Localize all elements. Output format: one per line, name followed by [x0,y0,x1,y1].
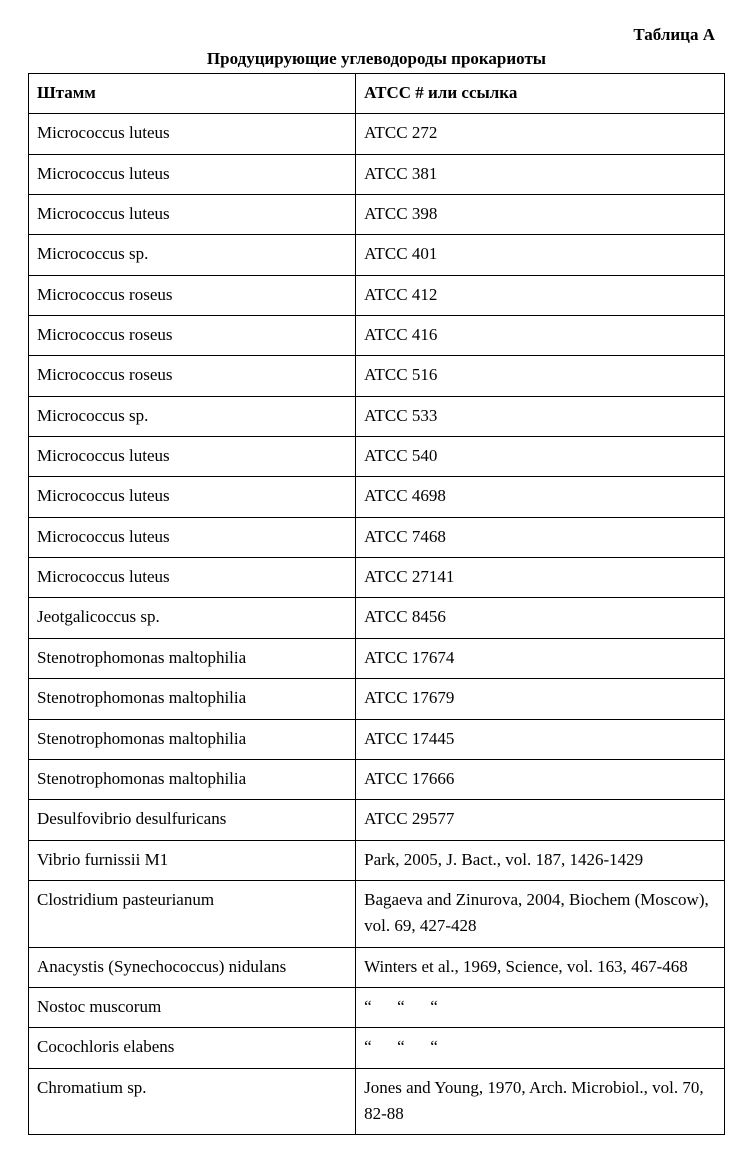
cell-strain: Clostridium pasteurianum [29,880,356,947]
cell-strain: Micrococcus luteus [29,114,356,154]
cell-strain: Chromatium sp. [29,1068,356,1135]
table-label: Таблица A [28,25,725,45]
cell-strain: Micrococcus roseus [29,356,356,396]
cell-strain: Jeotgalicoccus sp. [29,598,356,638]
table-row: Micrococcus luteusATCC 4698 [29,477,725,517]
table-row: Chromatium sp.Jones and Young, 1970, Arc… [29,1068,725,1135]
table-row: Cocochloris elabens“ “ “ [29,1028,725,1068]
table-caption: Продуцирующие углеводороды прокариоты [28,49,725,69]
cell-atcc: Winters et al., 1969, Science, vol. 163,… [356,947,725,987]
cell-atcc: ATCC 17674 [356,638,725,678]
table-row: Desulfovibrio desulfuricansATCC 29577 [29,800,725,840]
prokaryotes-table: Штамм ATCC # или ссылка Micrococcus lute… [28,73,725,1135]
col-header-strain: Штамм [29,74,356,114]
cell-strain: Micrococcus roseus [29,275,356,315]
cell-strain: Vibrio furnissii M1 [29,840,356,880]
cell-strain: Stenotrophomonas maltophilia [29,679,356,719]
cell-strain: Stenotrophomonas maltophilia [29,759,356,799]
table-row: Micrococcus luteusATCC 272 [29,114,725,154]
table-row: Micrococcus sp.ATCC 533 [29,396,725,436]
table-header-row: Штамм ATCC # или ссылка [29,74,725,114]
table-row: Micrococcus luteusATCC 7468 [29,517,725,557]
table-row: Stenotrophomonas maltophiliaATCC 17679 [29,679,725,719]
cell-atcc: ATCC 17679 [356,679,725,719]
cell-atcc: “ “ “ [356,987,725,1027]
cell-atcc: ATCC 29577 [356,800,725,840]
cell-atcc: ATCC 27141 [356,558,725,598]
cell-atcc: ATCC 540 [356,437,725,477]
cell-atcc: ATCC 516 [356,356,725,396]
table-row: Stenotrophomonas maltophiliaATCC 17666 [29,759,725,799]
cell-strain: Micrococcus sp. [29,235,356,275]
table-row: Micrococcus luteusATCC 381 [29,154,725,194]
cell-atcc: ATCC 7468 [356,517,725,557]
cell-strain: Micrococcus sp. [29,396,356,436]
cell-atcc: ATCC 416 [356,316,725,356]
table-row: Micrococcus luteusATCC 27141 [29,558,725,598]
cell-strain: Nostoc muscorum [29,987,356,1027]
cell-strain: Micrococcus luteus [29,558,356,598]
cell-atcc: ATCC 401 [356,235,725,275]
cell-atcc: ATCC 272 [356,114,725,154]
cell-atcc: ATCC 398 [356,195,725,235]
cell-strain: Micrococcus roseus [29,316,356,356]
table-row: Micrococcus roseusATCC 416 [29,316,725,356]
cell-strain: Micrococcus luteus [29,195,356,235]
cell-strain: Desulfovibrio desulfuricans [29,800,356,840]
cell-atcc: Park, 2005, J. Bact., vol. 187, 1426-142… [356,840,725,880]
table-row: Jeotgalicoccus sp.ATCC 8456 [29,598,725,638]
cell-strain: Cocochloris elabens [29,1028,356,1068]
cell-atcc: “ “ “ [356,1028,725,1068]
table-row: Micrococcus luteusATCC 540 [29,437,725,477]
cell-atcc: ATCC 4698 [356,477,725,517]
cell-atcc: Bagaeva and Zinurova, 2004, Biochem (Mos… [356,880,725,947]
table-row: Anacystis (Synechococcus) nidulansWinter… [29,947,725,987]
cell-strain: Micrococcus luteus [29,437,356,477]
col-header-atcc: ATCC # или ссылка [356,74,725,114]
cell-atcc: ATCC 412 [356,275,725,315]
cell-strain: Micrococcus luteus [29,517,356,557]
table-row: Micrococcus roseusATCC 516 [29,356,725,396]
cell-atcc: ATCC 381 [356,154,725,194]
table-row: Micrococcus roseusATCC 412 [29,275,725,315]
cell-atcc: ATCC 8456 [356,598,725,638]
table-row: Stenotrophomonas maltophiliaATCC 17674 [29,638,725,678]
cell-strain: Micrococcus luteus [29,477,356,517]
cell-strain: Stenotrophomonas maltophilia [29,638,356,678]
table-row: Micrococcus luteusATCC 398 [29,195,725,235]
table-row: Clostridium pasteurianumBagaeva and Zinu… [29,880,725,947]
table-row: Vibrio furnissii M1Park, 2005, J. Bact.,… [29,840,725,880]
table-row: Stenotrophomonas maltophiliaATCC 17445 [29,719,725,759]
cell-strain: Anacystis (Synechococcus) nidulans [29,947,356,987]
cell-strain: Micrococcus luteus [29,154,356,194]
table-row: Micrococcus sp.ATCC 401 [29,235,725,275]
cell-atcc: Jones and Young, 1970, Arch. Microbiol.,… [356,1068,725,1135]
cell-atcc: ATCC 17666 [356,759,725,799]
cell-atcc: ATCC 533 [356,396,725,436]
cell-strain: Stenotrophomonas maltophilia [29,719,356,759]
table-row: Nostoc muscorum“ “ “ [29,987,725,1027]
cell-atcc: ATCC 17445 [356,719,725,759]
